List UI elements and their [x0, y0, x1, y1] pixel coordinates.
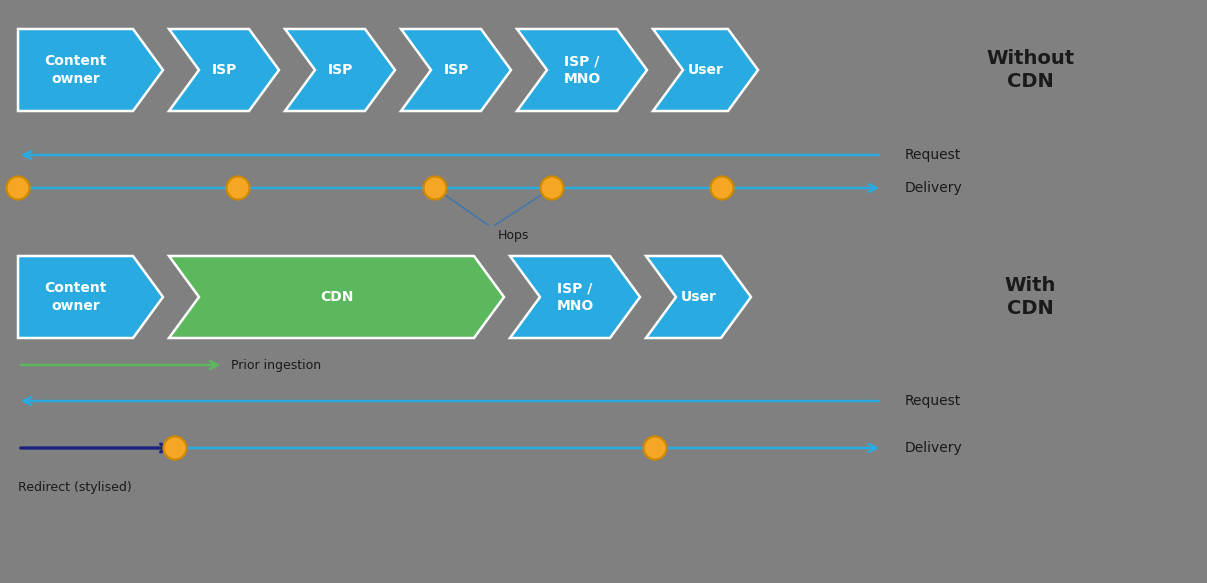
Polygon shape	[653, 29, 758, 111]
Text: With
CDN: With CDN	[1004, 276, 1056, 318]
Polygon shape	[18, 256, 163, 338]
Polygon shape	[511, 256, 640, 338]
Text: ISP /
MNO: ISP / MNO	[564, 54, 601, 86]
Text: CDN: CDN	[320, 290, 354, 304]
Polygon shape	[646, 256, 751, 338]
Text: Hops: Hops	[498, 229, 530, 242]
Circle shape	[541, 177, 564, 199]
Text: Content
owner: Content owner	[45, 282, 106, 312]
Text: Delivery: Delivery	[905, 441, 963, 455]
Text: Redirect (stylised): Redirect (stylised)	[18, 482, 132, 494]
Polygon shape	[401, 29, 511, 111]
Circle shape	[643, 437, 666, 459]
Polygon shape	[285, 29, 395, 111]
Polygon shape	[18, 29, 163, 111]
Circle shape	[711, 177, 734, 199]
Circle shape	[424, 177, 447, 199]
Circle shape	[6, 177, 29, 199]
Text: ISP: ISP	[327, 63, 352, 77]
Text: Without
CDN: Without CDN	[986, 49, 1074, 92]
Text: User: User	[688, 63, 723, 77]
Text: Delivery: Delivery	[905, 181, 963, 195]
Text: ISP: ISP	[443, 63, 468, 77]
Text: ISP: ISP	[211, 63, 237, 77]
Text: Request: Request	[905, 394, 961, 408]
Polygon shape	[517, 29, 647, 111]
Text: Request: Request	[905, 148, 961, 162]
Polygon shape	[169, 29, 279, 111]
Text: Prior ingestion: Prior ingestion	[232, 359, 321, 371]
Text: Content
owner: Content owner	[45, 54, 106, 86]
Circle shape	[163, 437, 187, 459]
Text: User: User	[681, 290, 717, 304]
Circle shape	[227, 177, 250, 199]
Polygon shape	[169, 256, 505, 338]
Text: ISP /
MNO: ISP / MNO	[556, 282, 594, 312]
